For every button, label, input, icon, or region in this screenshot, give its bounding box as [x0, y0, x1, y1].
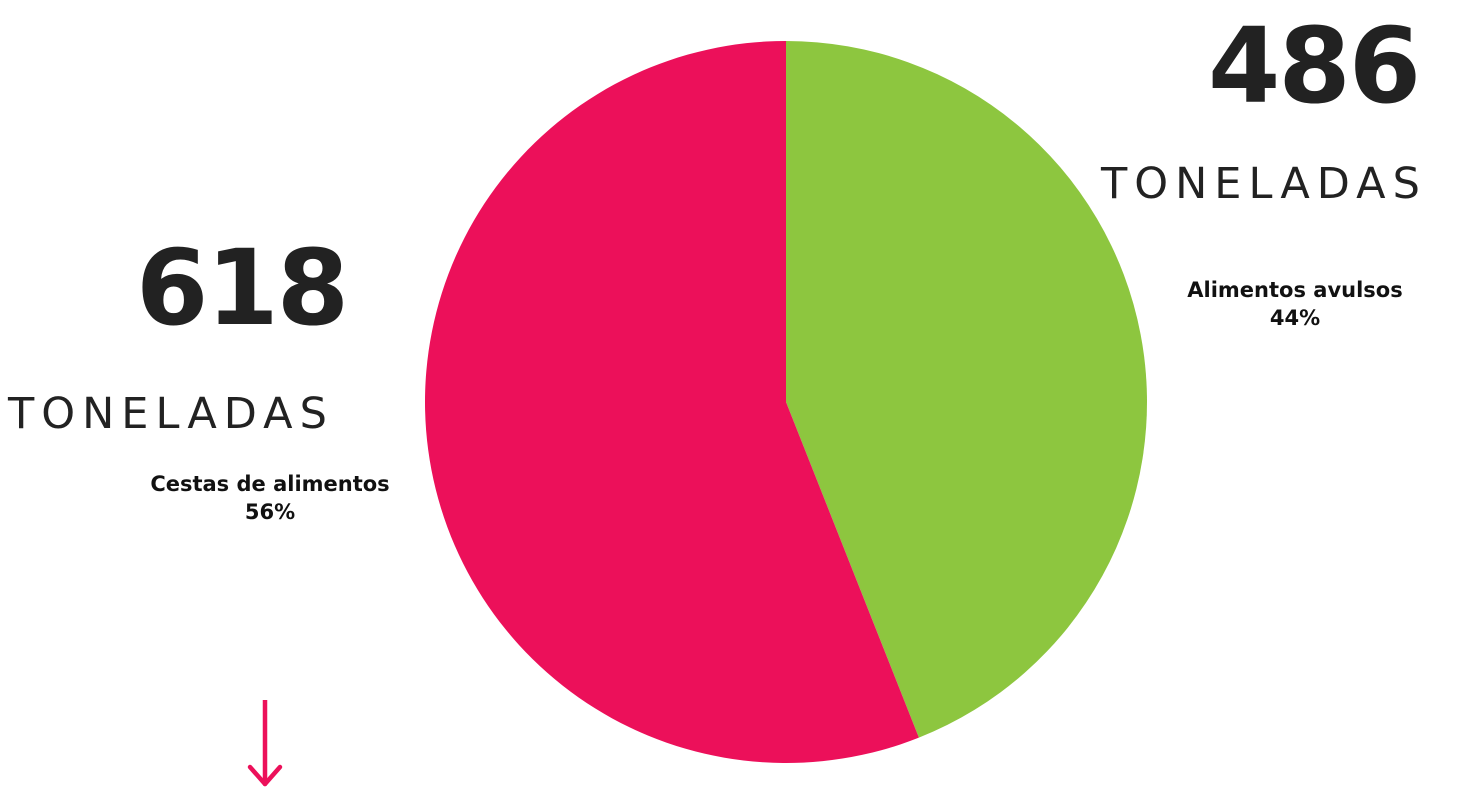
amount-cestas-de-alimentos: 618 — [136, 227, 349, 349]
pie-slice-alimentos-avulsos — [786, 41, 1147, 738]
label-alimentos-avulsos: Alimentos avulsos 44% — [1140, 276, 1450, 332]
pie-slice-cestas-de-alimentos — [424, 40, 919, 763]
amount-alimentos-avulsos: 486 — [1208, 5, 1421, 127]
unit-cestas-de-alimentos: TONELADAS — [8, 389, 334, 439]
slice-percent-cestas-de-alimentos: 56% — [244, 500, 296, 524]
slice-name-alimentos-avulsos: Alimentos avulsos — [1187, 278, 1403, 302]
down-arrow-icon — [247, 700, 283, 787]
slice-name-cestas-de-alimentos: Cestas de alimentos — [150, 472, 390, 496]
label-cestas-de-alimentos: Cestas de alimentos 56% — [110, 470, 430, 526]
slice-percent-alimentos-avulsos: 44% — [1269, 306, 1321, 330]
unit-alimentos-avulsos: TONELADAS — [1101, 159, 1427, 209]
